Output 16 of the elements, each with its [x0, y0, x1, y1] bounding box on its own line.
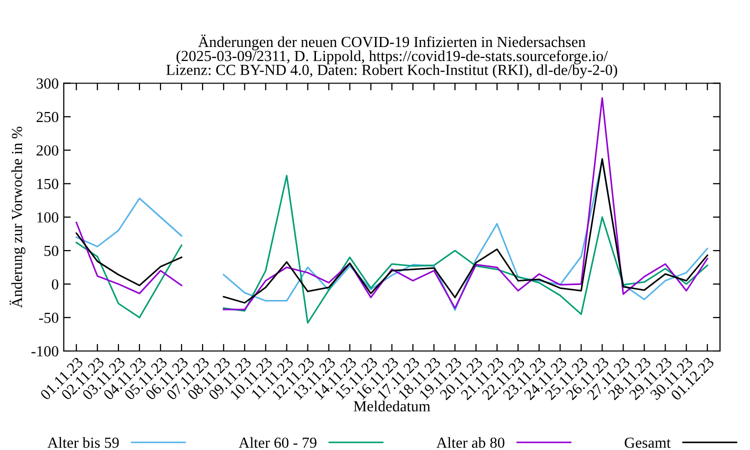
chart-title: Änderungen der neuen COVID-19 Infizierten in Niedersachsen (2025-03-09/2311, D. Lippold, https://covid19-de-stats.sourceforge.io/ Lizenz: CC BY-ND 4.0, Daten: Robert Koch-Institut (RKI), dl-de/by-2-0) [166, 34, 618, 78]
y-tick-label: 300 [36, 78, 58, 89]
x-axis-title: Meldedatum [354, 400, 430, 412]
y-tick-label: 0 [52, 279, 58, 290]
y-tick-label: -100 [31, 346, 58, 356]
y-tick-label: 50 [44, 246, 58, 256]
y-tick-label: 100 [37, 212, 58, 223]
legend-label: Gesamt [624, 438, 671, 448]
y-axis-title: Änderung zur Vorwoche in % [10, 126, 26, 308]
y-tick-label: 250 [36, 112, 58, 122]
y-tick-label: -50 [39, 312, 58, 323]
y-tick-label: 200 [36, 145, 58, 156]
legend-label: Alter bis 59 [47, 437, 119, 448]
legend-label: Alter ab 80 [436, 437, 504, 448]
legend-label: Alter 60 - 79 [238, 437, 316, 448]
y-tick-label: 150 [37, 178, 58, 190]
